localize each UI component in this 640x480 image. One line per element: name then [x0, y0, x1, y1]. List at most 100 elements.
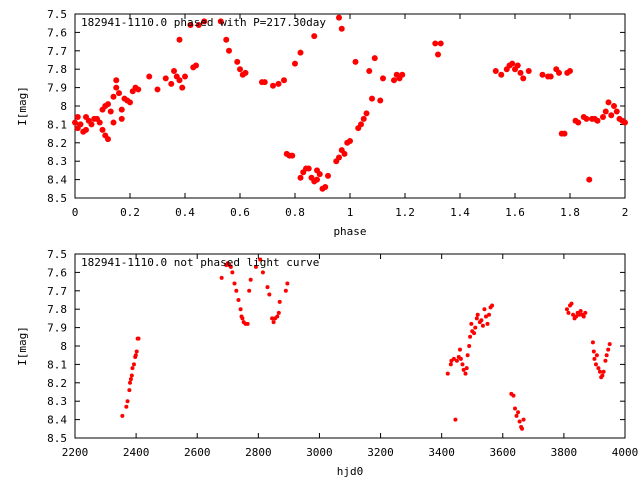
data-point — [289, 152, 296, 159]
data-point — [187, 22, 194, 29]
x-tick-label: 3600 — [490, 446, 517, 459]
data-point — [590, 340, 595, 345]
data-series — [72, 14, 628, 192]
y-tick-label: 7.5 — [47, 8, 67, 21]
x-tick-label: 0.8 — [285, 206, 305, 219]
data-point — [521, 417, 526, 422]
data-point — [483, 314, 488, 319]
data-point — [248, 277, 253, 282]
data-point — [217, 18, 224, 25]
data-point — [253, 264, 258, 269]
x-tick-label: 0 — [72, 206, 79, 219]
data-point — [195, 22, 202, 29]
plot-frame — [74, 253, 626, 439]
data-point — [283, 288, 288, 293]
data-point — [232, 281, 237, 286]
data-point — [311, 33, 318, 40]
data-point — [603, 358, 608, 363]
data-point — [236, 298, 241, 302]
data-point — [258, 257, 263, 262]
data-point — [594, 353, 599, 358]
data-point — [461, 367, 466, 372]
data-point — [72, 119, 78, 126]
data-point — [474, 316, 479, 321]
y-tick-label: 7.7 — [47, 45, 67, 58]
data-point — [275, 314, 280, 319]
data-point — [611, 103, 617, 109]
y-tick-label: 8.2 — [47, 137, 67, 150]
data-point — [607, 342, 612, 347]
x-tick-label: 3800 — [551, 446, 578, 459]
data-point — [260, 270, 265, 275]
data-point — [479, 318, 484, 323]
data-point — [463, 371, 468, 376]
x-tick-label: 0.2 — [120, 206, 140, 219]
y-tick-label: 8.1 — [47, 358, 67, 371]
data-point — [613, 108, 620, 115]
chart-title: 182941-1110.0 not phased light curve — [81, 256, 319, 269]
data-point — [391, 77, 397, 84]
y-axis-label: I[mag] — [16, 86, 29, 126]
data-point — [464, 366, 469, 371]
x-tick-label: 2 — [622, 206, 629, 219]
data-point — [179, 84, 186, 91]
data-point — [517, 69, 524, 76]
data-point — [581, 314, 586, 319]
data-point — [561, 130, 568, 137]
data-point — [168, 80, 175, 87]
data-point — [127, 99, 133, 106]
data-point — [265, 285, 270, 290]
data-point — [271, 320, 276, 325]
chart-title: 182941-1110.0 phased with P=217.30day — [81, 16, 326, 29]
data-point — [228, 264, 233, 269]
data-point — [133, 353, 138, 358]
y-tick-label: 8.5 — [47, 192, 67, 205]
data-point — [472, 331, 477, 336]
data-point — [458, 356, 463, 361]
data-point — [492, 68, 499, 75]
data-point — [130, 366, 135, 371]
data-point — [107, 108, 114, 115]
data-point — [482, 307, 487, 312]
data-point — [467, 344, 472, 348]
data-point — [305, 165, 312, 172]
data-point — [604, 353, 609, 358]
data-point — [316, 171, 323, 178]
y-tick-label: 7.8 — [47, 63, 67, 76]
data-point — [171, 68, 177, 75]
data-point — [127, 388, 132, 393]
data-point — [352, 58, 359, 65]
data-point — [520, 75, 527, 82]
data-point — [575, 119, 582, 126]
data-point — [469, 321, 474, 326]
data-point — [583, 310, 588, 315]
data-point — [567, 68, 573, 75]
data-point — [118, 106, 125, 113]
data-point — [281, 77, 287, 84]
data-point — [182, 73, 188, 80]
data-point — [437, 40, 444, 47]
x-tick-label: 1.4 — [450, 206, 470, 219]
phased-light-curve-plot: 0 0.2 0.4 0.6 0.8 1 1.2 1.4 1.6 1.8 2 7.5 7.6 7.7 7.8 7… — [16, 8, 628, 238]
data-series — [120, 257, 612, 431]
y-tick-label: 8.1 — [47, 118, 67, 131]
data-point — [240, 316, 245, 321]
data-point — [77, 121, 84, 128]
data-point — [591, 349, 596, 354]
data-point — [520, 426, 525, 431]
data-point — [597, 369, 602, 374]
data-point — [485, 321, 490, 326]
data-point — [445, 371, 450, 376]
y-tick-label: 8 — [60, 340, 67, 353]
data-point — [514, 62, 521, 69]
data-point — [336, 154, 342, 161]
data-point — [574, 314, 579, 319]
x-tick-label: 0.6 — [230, 206, 250, 219]
y-tick-label: 7.8 — [47, 303, 67, 316]
data-point — [88, 121, 95, 128]
data-point — [454, 358, 459, 363]
data-point — [154, 86, 161, 93]
data-point — [360, 115, 367, 122]
y-tick-label: 8.2 — [47, 377, 67, 390]
data-point — [435, 51, 441, 58]
